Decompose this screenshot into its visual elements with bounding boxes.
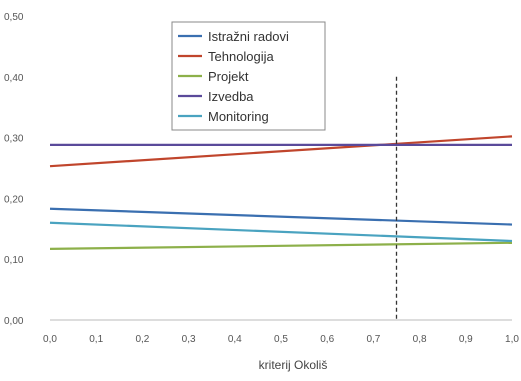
- y-tick-label: 0,40: [4, 73, 24, 84]
- series-lines: [49, 135, 513, 250]
- series-line-1: [49, 207, 513, 226]
- legend-label: Istražni radovi: [208, 29, 289, 44]
- y-tick-labels: 0,00 0,10 0,20 0,30 0,40 0,50: [4, 12, 24, 327]
- x-tick-label: 1,0: [505, 334, 519, 345]
- x-tick-label: 0,5: [274, 334, 288, 345]
- x-tick-label: 0,2: [135, 334, 149, 345]
- x-axis-label: kriterij Okoliš: [259, 358, 328, 372]
- legend: Istražni radovi Tehnologija Projekt Izvedba…: [171, 21, 326, 131]
- series-line-3: [49, 241, 513, 250]
- legend-label: Tehnologija: [208, 49, 275, 64]
- x-tick-label: 0,3: [182, 334, 196, 345]
- series-line-2: [49, 135, 513, 168]
- x-tick-label: 0,9: [459, 334, 473, 345]
- y-tick-label: 0,20: [4, 194, 24, 205]
- legend-label: Projekt: [208, 69, 249, 84]
- legend-label: Monitoring: [208, 109, 269, 124]
- legend-label: Izvedba: [208, 89, 254, 104]
- y-tick-label: 0,30: [4, 134, 24, 145]
- x-tick-label: 0,4: [228, 334, 242, 345]
- x-tick-label: 0,7: [366, 334, 380, 345]
- y-tick-label: 0,50: [4, 12, 24, 23]
- x-tick-label: 0,6: [320, 334, 334, 345]
- x-tick-labels: 0,0 0,1 0,2 0,3 0,4 0,5 0,6 0,7 0,8 0,9 1,0: [43, 334, 519, 345]
- y-tick-label: 0,10: [4, 255, 24, 266]
- x-tick-label: 0,8: [413, 334, 427, 345]
- x-tick-label: 0,0: [43, 334, 57, 345]
- x-tick-label: 0,1: [89, 334, 103, 345]
- series-line-5: [49, 221, 513, 243]
- y-tick-label: 0,00: [4, 316, 24, 327]
